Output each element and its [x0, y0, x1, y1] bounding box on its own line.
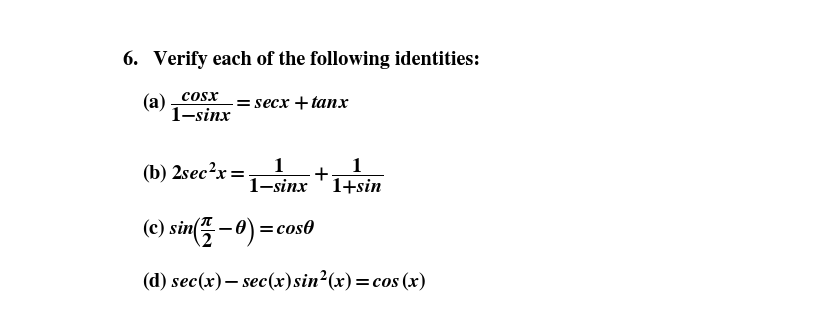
Text: (c) $\mathit{sin}\!\left(\dfrac{\pi}{2} - \theta\right) = \mathit{cos}\theta$: (c) $\mathit{sin}\!\left(\dfrac{\pi}{2} … [142, 215, 315, 249]
Text: 6.   Verify each of the following identities:: 6. Verify each of the following identiti… [122, 50, 479, 69]
Text: (d) $\mathit{sec(x) - sec(x)\,sin^2(x) = cos\,(x)}$: (d) $\mathit{sec(x) - sec(x)\,sin^2(x) =… [142, 268, 426, 293]
Text: (b) $\mathit{2sec^2x} = \dfrac{\mathit{1}}{\mathit{1{-}sinx}} + \dfrac{\mathit{1: (b) $\mathit{2sec^2x} = \dfrac{\mathit{1… [142, 157, 383, 196]
Text: (a) $\dfrac{\mathit{cosx}}{\mathit{1{-}sinx}} = \mathit{secx + tanx}$: (a) $\dfrac{\mathit{cosx}}{\mathit{1{-}s… [142, 90, 349, 124]
